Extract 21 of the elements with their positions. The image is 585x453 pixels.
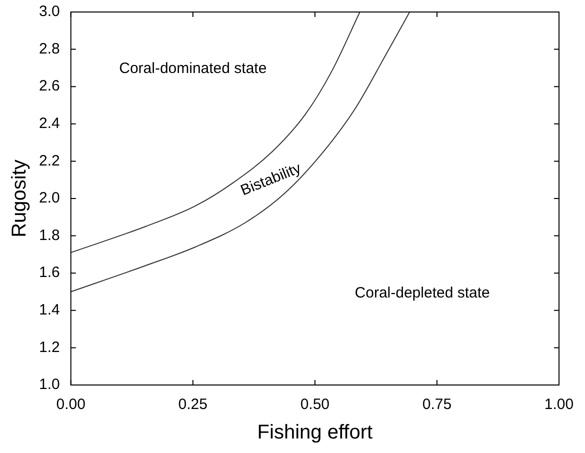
x-tick-label: 0.00 <box>56 396 86 414</box>
y-tick-label: 2.8 <box>38 40 60 58</box>
y-axis-title: Rugosity <box>8 160 31 238</box>
y-tick-label: 2.6 <box>38 78 60 95</box>
x-tick-label: 0.25 <box>178 396 208 414</box>
y-tick-label: 2.2 <box>38 152 60 170</box>
y-tick-label: 2.4 <box>38 115 60 132</box>
y-tick-label: 1.0 <box>38 376 60 394</box>
x-tick-label: 0.50 <box>300 396 330 414</box>
annotation: Coral-dominated state <box>119 60 267 78</box>
y-tick-label: 1.4 <box>38 302 60 319</box>
y-tick-label: 1.6 <box>38 264 60 282</box>
line-series <box>70 12 360 254</box>
y-tick-label: 2.0 <box>38 190 60 207</box>
y-tick-label: 1.8 <box>38 226 60 244</box>
x-tick-label: 1.00 <box>544 396 574 414</box>
y-tick-label: 1.2 <box>38 338 60 356</box>
x-axis-title: Fishing effort <box>257 422 373 444</box>
annotation: Coral-depleted state <box>354 284 490 302</box>
y-tick-label: 3.0 <box>38 3 60 20</box>
x-tick-label: 0.75 <box>422 396 452 414</box>
